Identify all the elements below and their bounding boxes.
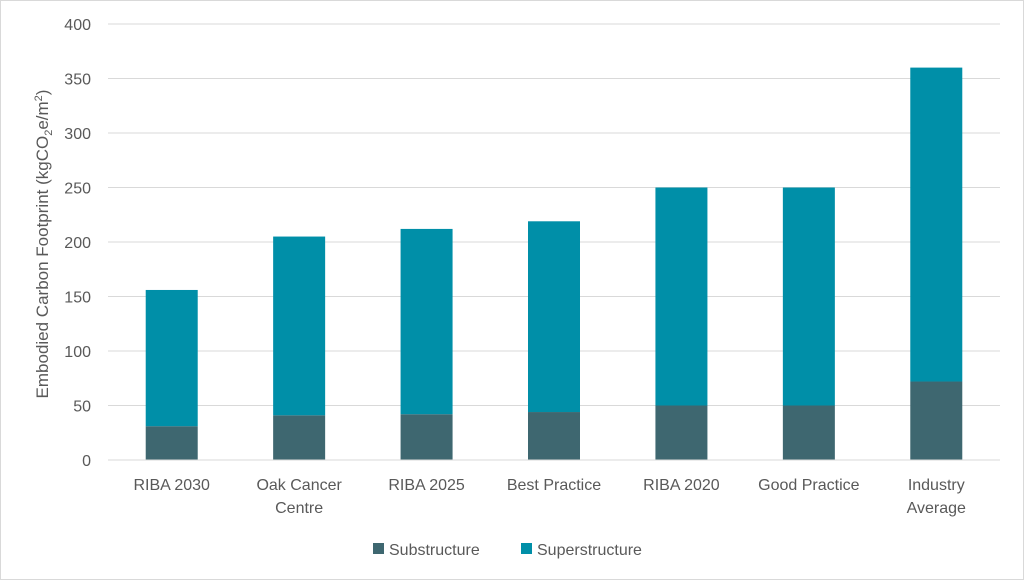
bar-superstructure-0: [145, 289, 198, 427]
bar-substructure-0: [145, 426, 198, 460]
y-tick-label: 350: [64, 72, 91, 89]
y-tick-label: 250: [64, 181, 91, 198]
x-tick-label: Industry Average: [907, 477, 966, 517]
bar-superstructure-4: [655, 187, 708, 406]
y-axis-label: Embodied Carbon Footprint (kgCO2e/m2): [33, 90, 55, 399]
bar-substructure-3: [528, 412, 580, 460]
bar-superstructure-3: [528, 221, 580, 413]
y-tick-label: 100: [64, 344, 91, 361]
x-tick-label: Best Practice: [507, 477, 601, 494]
bar-substructure-2: [400, 414, 453, 460]
x-tick-label: RIBA 2025: [388, 477, 465, 494]
y-tick-label: 200: [64, 235, 91, 252]
bar-superstructure-2: [400, 228, 453, 415]
x-tick-label: RIBA 2020: [643, 477, 720, 494]
y-tick-label: 150: [64, 290, 91, 307]
x-axis-ticks: RIBA 2030 Oak Cancer Centre RIBA 2025 Best P…: [133, 477, 966, 517]
y-tick-label: 50: [73, 399, 91, 416]
y-tick-label: 400: [64, 17, 91, 34]
x-tick-label: Oak Cancer Centre: [256, 477, 342, 517]
bar-substructure-5: [782, 405, 835, 460]
bar-substructure-6: [910, 381, 963, 460]
legend-swatch-superstructure: [521, 543, 532, 554]
y-tick-label: 0: [82, 453, 91, 470]
bar-superstructure-1: [273, 236, 326, 416]
y-axis-ticks: 0 50 100 150 200 250 300 350 400: [64, 17, 91, 470]
bar-substructure-4: [655, 405, 708, 460]
legend-label-superstructure: Superstructure: [537, 542, 642, 559]
x-tick-label: RIBA 2030: [133, 477, 210, 494]
legend-label-substructure: Substructure: [389, 542, 480, 559]
legend-swatch-substructure: [373, 543, 384, 554]
y-tick-label: 300: [64, 126, 91, 143]
bar-superstructure-6: [910, 67, 963, 382]
x-tick-label: Good Practice: [758, 477, 859, 494]
bar-substructure-1: [273, 415, 326, 460]
bar-superstructure-5: [782, 187, 835, 406]
bars: [145, 67, 963, 460]
legend: Substructure Superstructure: [373, 542, 642, 559]
